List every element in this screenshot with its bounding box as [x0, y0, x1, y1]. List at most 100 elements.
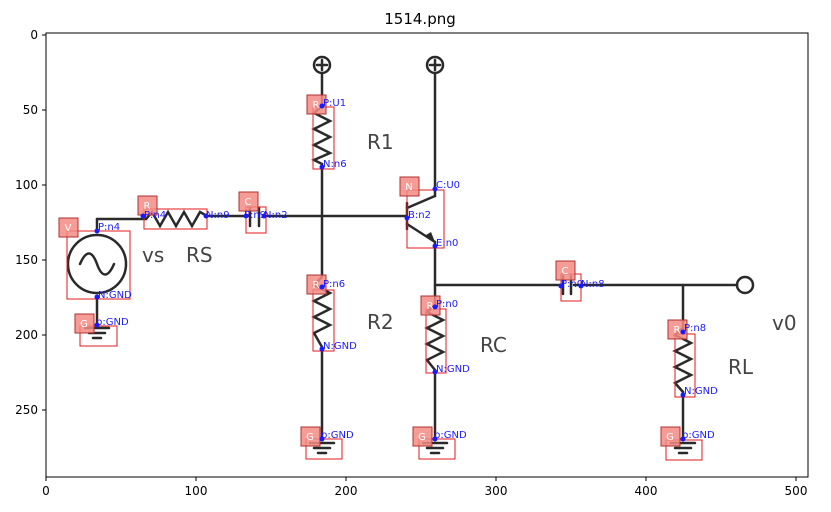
pin-label: N:n2	[264, 210, 288, 221]
pin-label: p:GND	[96, 317, 129, 328]
pin-dot	[94, 294, 100, 300]
tag-box	[137, 195, 158, 216]
tag-label: R	[674, 325, 681, 336]
pin-label: p:GND	[321, 430, 354, 441]
pin-label: N:GND	[323, 341, 357, 352]
pin-labels: P:n4 N:GND p:GND P:n4 N:n9 P:n9 N:n2 P:U…	[96, 98, 718, 441]
pin-dot	[243, 213, 249, 219]
y-tick-label: 250	[15, 403, 38, 417]
pin-label: P:n0	[436, 299, 458, 310]
pin-dot	[432, 304, 438, 310]
pin-dot	[680, 436, 686, 442]
pin-label: P:n9	[244, 210, 266, 221]
y-tick-label: 0	[30, 28, 38, 42]
pin-dot	[261, 213, 267, 219]
pin-dot	[558, 283, 564, 289]
pin-dot	[432, 186, 438, 192]
x-tick-label: 500	[785, 484, 808, 498]
pin-dot	[319, 164, 325, 170]
pin-label: B:n2	[408, 210, 431, 221]
supply-terminal-icon	[425, 55, 445, 75]
tag-box	[238, 191, 259, 212]
pin-dot	[203, 213, 209, 219]
tag-box	[420, 295, 441, 316]
y-tick-label: 50	[23, 103, 38, 117]
tag-box	[300, 426, 321, 447]
tag-box	[58, 217, 79, 238]
label-r2: R2	[367, 310, 394, 334]
pin-label: E:n0	[436, 238, 458, 249]
label-vs: vs	[142, 243, 164, 267]
emitter-arrow-icon	[426, 232, 435, 242]
y-tick-label: 200	[15, 328, 38, 342]
tag-box	[306, 94, 327, 115]
tag-label: G	[418, 432, 426, 443]
label-rl: RL	[728, 355, 754, 379]
figure-title: 1514.png	[384, 10, 456, 28]
pin-label: N:GND	[684, 386, 718, 397]
x-tick-label: 100	[185, 484, 208, 498]
pin-dot	[94, 322, 100, 328]
pin-dot	[94, 228, 100, 234]
tag-label: C	[562, 266, 569, 277]
pin-dot	[319, 103, 325, 109]
pin-dot	[432, 243, 438, 249]
tag-label: R	[144, 201, 151, 212]
pin-dot	[680, 392, 686, 398]
transistor-emitter-lead	[405, 222, 437, 244]
tag-label: G	[80, 319, 88, 330]
pin-label: N:n9	[206, 210, 230, 221]
resistor-rs-icon	[144, 209, 209, 229]
x-axis: 0 100 200 300 400 500	[42, 477, 807, 498]
tag-label: R	[313, 280, 320, 291]
tag-box	[412, 426, 433, 447]
label-rs: RS	[186, 243, 213, 267]
x-tick-label: 400	[635, 484, 658, 498]
pin-label: P:U1	[323, 98, 346, 109]
tag-label: R	[313, 100, 320, 111]
label-rc: RC	[480, 333, 507, 357]
tag-label: C	[245, 197, 252, 208]
component-labels: vs RS R1 R2 RC RL v0	[142, 130, 797, 379]
pin-label: N:GND	[98, 290, 132, 301]
y-tick-label: 150	[15, 253, 38, 267]
tag-box	[399, 176, 420, 197]
plot-frame	[45, 32, 809, 478]
pin-label: N:n8	[581, 279, 605, 290]
tag-label: N	[405, 182, 412, 193]
pin-dot	[432, 436, 438, 442]
x-tick-label: 300	[485, 484, 508, 498]
bbox-resistor-rs	[143, 208, 208, 230]
pin-label: P:n0	[561, 279, 583, 290]
tag-label: R	[427, 301, 434, 312]
label-v0: v0	[772, 311, 797, 335]
output-terminal-icon	[735, 275, 755, 295]
pin-dot	[319, 346, 325, 352]
pin-dot	[578, 283, 584, 289]
pin-label: P:n6	[323, 279, 345, 290]
tag-box	[555, 260, 576, 281]
pin-dot	[432, 369, 438, 375]
x-tick-label: 0	[42, 484, 50, 498]
tag-label: V	[65, 223, 72, 234]
tag-box	[660, 426, 681, 447]
pin-label: p:GND	[434, 430, 467, 441]
sine-wave-icon	[78, 252, 116, 276]
pin-label: P:n4	[144, 210, 166, 221]
pin-dot	[404, 215, 410, 221]
tag-label: G	[666, 432, 674, 443]
pin-label: P:n4	[98, 222, 120, 233]
label-r1: R1	[367, 130, 394, 154]
pin-label: N:GND	[436, 364, 470, 375]
pin-label: P:n8	[684, 323, 706, 334]
pin-dot	[319, 284, 325, 290]
x-tick-label: 200	[335, 484, 358, 498]
tag-box	[74, 313, 95, 334]
tag-label: G	[306, 432, 314, 443]
transistor-collector-lead	[405, 194, 437, 210]
pin-markers	[94, 103, 686, 442]
resistor-r1-icon	[311, 104, 333, 166]
supply-terminal-icon	[312, 55, 332, 75]
